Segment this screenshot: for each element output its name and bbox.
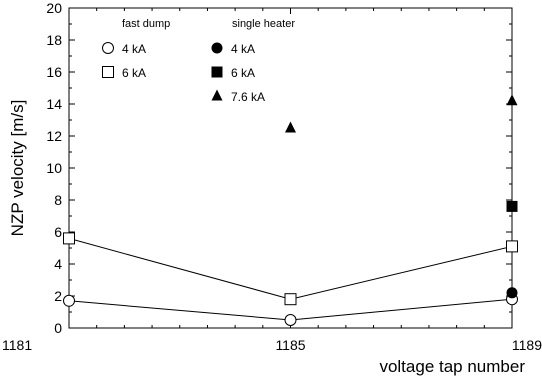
legend-label: 7.6 kA — [231, 90, 265, 104]
legend-label: 6 kA — [122, 66, 146, 80]
data-point — [506, 287, 518, 299]
y-axis-label: NZP velocity [m/s] — [8, 100, 27, 237]
y-tick-label: 2 — [54, 288, 62, 304]
y-tick-label: 0 — [54, 320, 62, 336]
legend-group-title: fast dump — [122, 18, 170, 30]
y-tick-label: 10 — [46, 160, 62, 176]
y-tick-label: 20 — [46, 0, 62, 16]
legend-marker — [211, 42, 223, 54]
data-point — [284, 314, 297, 326]
data-point — [506, 200, 518, 212]
legend-marker — [211, 89, 223, 101]
legend-label: 4 kA — [122, 42, 146, 56]
x-axis-label: voltage tap number — [379, 357, 525, 376]
legend-label: 6 kA — [231, 66, 255, 80]
data-markers — [63, 94, 518, 326]
y-tick-label: 4 — [54, 256, 62, 272]
y-tick-label: 14 — [46, 96, 62, 112]
plot-frame — [68, 7, 513, 329]
x-tick-label: 1185 — [275, 337, 305, 353]
x-axis: 1181 1185 1189 — [2, 8, 542, 353]
legend-marker — [102, 66, 114, 78]
legend-label: 4 kA — [231, 42, 255, 56]
data-point — [285, 121, 296, 133]
y-axis: 0 2 4 6 8 10 12 14 16 18 20 — [46, 0, 512, 336]
y-tick-label: 6 — [54, 224, 62, 240]
data-point — [63, 232, 75, 245]
x-tick-label: 1189 — [512, 337, 542, 353]
y-tick-label: 18 — [46, 32, 62, 48]
data-point — [506, 240, 518, 253]
legend-group-title: single heater — [232, 18, 295, 30]
y-tick-label: 8 — [54, 192, 62, 208]
legend: fast dump single heater 4 kA 6 kA 4 kA 6 kA 7.… — [102, 18, 295, 104]
legend-marker — [102, 42, 114, 54]
series-lines — [68, 237, 513, 321]
x-tick-label: 1181 — [2, 337, 32, 353]
legend-marker — [211, 66, 223, 78]
data-point — [63, 294, 75, 307]
data-point — [284, 293, 297, 306]
data-point — [506, 94, 518, 106]
series-line — [68, 237, 513, 300]
y-tick-label: 16 — [46, 64, 62, 80]
y-tick-label: 12 — [46, 128, 62, 144]
